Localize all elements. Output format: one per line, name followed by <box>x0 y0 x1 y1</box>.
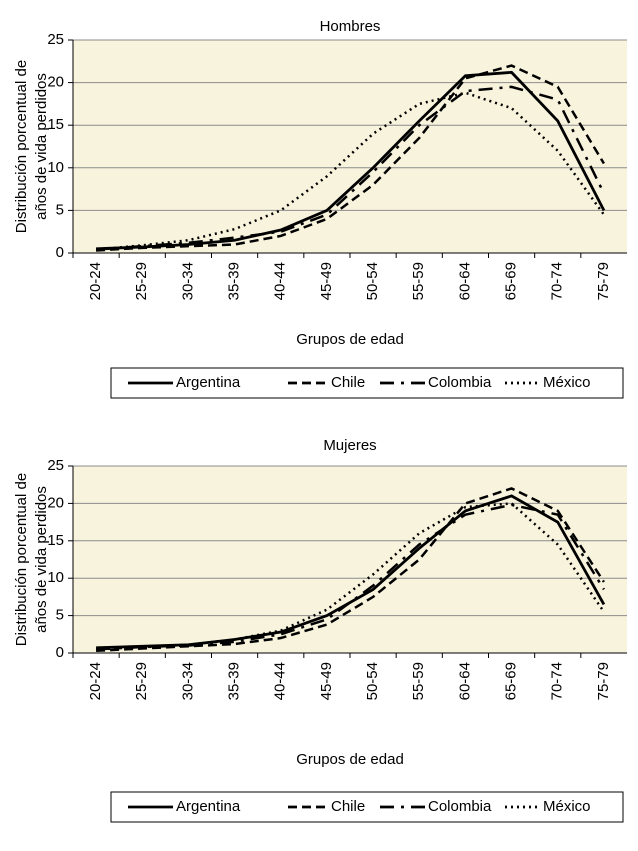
y-axis-label: años de vida perdidos <box>33 73 50 220</box>
legend-label: Colombia <box>428 798 492 815</box>
y-tick-label: 20 <box>47 494 64 511</box>
plot-area <box>73 466 627 653</box>
x-tick-label: 40-44 <box>272 662 289 700</box>
x-tick-label: 60-64 <box>456 662 473 700</box>
legend-box <box>110 791 624 823</box>
x-tick-label: 55-59 <box>410 262 427 300</box>
chart-title: Mujeres <box>323 437 376 454</box>
x-tick-label: 50-54 <box>364 662 381 700</box>
x-tick-label: 75-79 <box>595 262 612 300</box>
y-axis-label: años de vida perdidos <box>33 486 50 633</box>
legend-box <box>110 367 624 399</box>
x-axis-label: Grupos de edad <box>296 751 404 768</box>
series-line <box>96 64 605 252</box>
x-tick-label: 25-29 <box>133 662 150 700</box>
y-tick-label: 0 <box>56 244 64 261</box>
legend-label: México <box>543 374 591 391</box>
x-tick-label: 65-69 <box>503 662 520 700</box>
y-axis-label: Distribución porcentual de <box>13 473 30 646</box>
legend-label: Chile <box>331 374 365 391</box>
series-line <box>96 502 605 651</box>
x-tick-label: 65-69 <box>503 262 520 300</box>
x-tick-label: 70-74 <box>549 662 566 700</box>
x-tick-label: 75-79 <box>595 662 612 700</box>
y-tick-label: 25 <box>47 31 64 48</box>
series-line <box>96 70 606 251</box>
x-tick-label: 30-34 <box>179 662 196 700</box>
y-tick-label: 15 <box>47 532 64 549</box>
x-tick-label: 35-39 <box>226 262 243 300</box>
x-tick-label: 30-34 <box>179 262 196 300</box>
y-tick-label: 25 <box>47 457 64 474</box>
x-tick-label: 40-44 <box>272 262 289 300</box>
x-tick-label: 35-39 <box>226 662 243 700</box>
x-tick-label: 70-74 <box>549 262 566 300</box>
legend-label: Argentina <box>176 798 241 815</box>
legend-label: Argentina <box>176 374 241 391</box>
x-axis-label: Grupos de edad <box>296 331 404 348</box>
y-tick-label: 10 <box>47 569 64 586</box>
legend-label: México <box>543 798 591 815</box>
x-tick-label: 45-49 <box>318 262 335 300</box>
legend-label: Chile <box>331 798 365 815</box>
series-line <box>95 91 605 251</box>
series-line <box>95 85 606 251</box>
x-tick-label: 20-24 <box>87 262 104 300</box>
y-tick-label: 5 <box>56 607 64 624</box>
y-tick-label: 15 <box>47 116 64 133</box>
x-tick-label: 20-24 <box>87 662 104 700</box>
chart-title: Hombres <box>320 18 381 35</box>
legend-label: Colombia <box>428 374 492 391</box>
y-axis-label: Distribución porcentual de <box>13 60 30 233</box>
x-tick-label: 55-59 <box>410 662 427 700</box>
x-tick-label: 25-29 <box>133 262 150 300</box>
y-tick-label: 5 <box>56 201 64 218</box>
y-tick-label: 0 <box>56 644 64 661</box>
y-tick-label: 20 <box>47 74 64 91</box>
plot-area <box>73 40 627 253</box>
y-tick-label: 10 <box>47 159 64 176</box>
x-tick-label: 60-64 <box>456 262 473 300</box>
x-tick-label: 45-49 <box>318 662 335 700</box>
x-tick-label: 50-54 <box>364 262 381 300</box>
